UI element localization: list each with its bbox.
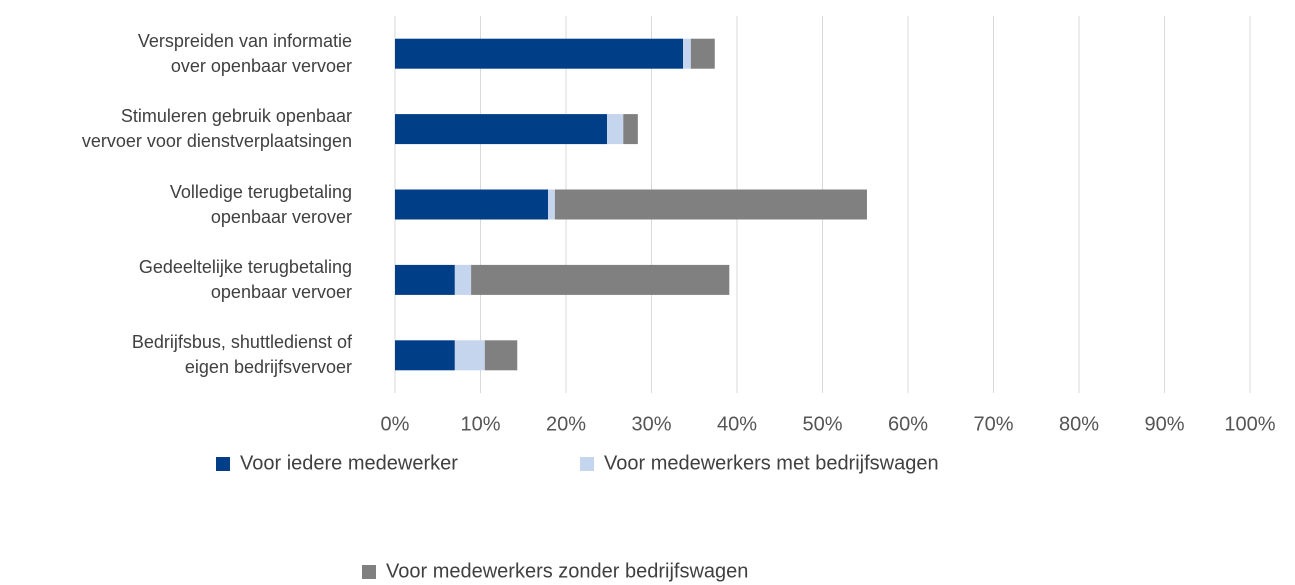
bar-segment [454, 340, 485, 371]
legend-label: Voor medewerkers met bedrijfswagen [604, 452, 939, 475]
bar-segment [690, 38, 715, 69]
legend-swatch [362, 565, 376, 579]
category-label: Verspreiden van informatie over openbaar… [137, 30, 352, 76]
legend-label: Voor medewerkers zonder bedrijfswagen [386, 560, 749, 583]
bar-segment [623, 114, 638, 145]
category-label: Volledige terugbetaling openbaar verover [169, 181, 352, 227]
bar-segment [683, 38, 691, 69]
bar-segment [454, 264, 472, 295]
bar-segment [395, 340, 455, 371]
bar-segment [395, 189, 549, 220]
x-tick-label: 70% [973, 413, 1014, 436]
bar-segment [607, 114, 624, 145]
x-tick-label: 0% [380, 413, 410, 436]
legend-swatch [216, 457, 230, 471]
x-tick-label: 40% [716, 413, 758, 436]
category-label: Bedrijfsbus, shuttledienst of eigen bedr… [131, 332, 352, 378]
x-tick-label: 50% [802, 413, 843, 436]
bar-segment [471, 264, 730, 295]
bar-segment [395, 38, 684, 69]
legend-label: Voor iedere medewerker [240, 452, 458, 475]
x-tick-label: 100% [1224, 413, 1276, 436]
bar-segment [554, 189, 867, 220]
x-tick-label: 10% [460, 413, 501, 436]
bar-segment [484, 340, 518, 371]
bar-segment [395, 264, 455, 295]
legend-swatch [580, 457, 594, 471]
category-label: Stimuleren gebruik openbaar vervoer voor… [81, 106, 352, 152]
bar-segment [548, 189, 555, 220]
x-tick-label: 80% [1058, 413, 1100, 436]
category-label: Gedeeltelijke terugbetaling openbaar ver… [138, 256, 352, 302]
bar-segment [395, 114, 608, 145]
x-tick-label: 60% [887, 413, 929, 436]
x-tick-label: 20% [545, 413, 587, 436]
x-tick-label: 90% [1144, 413, 1185, 436]
x-tick-label: 30% [631, 413, 672, 436]
